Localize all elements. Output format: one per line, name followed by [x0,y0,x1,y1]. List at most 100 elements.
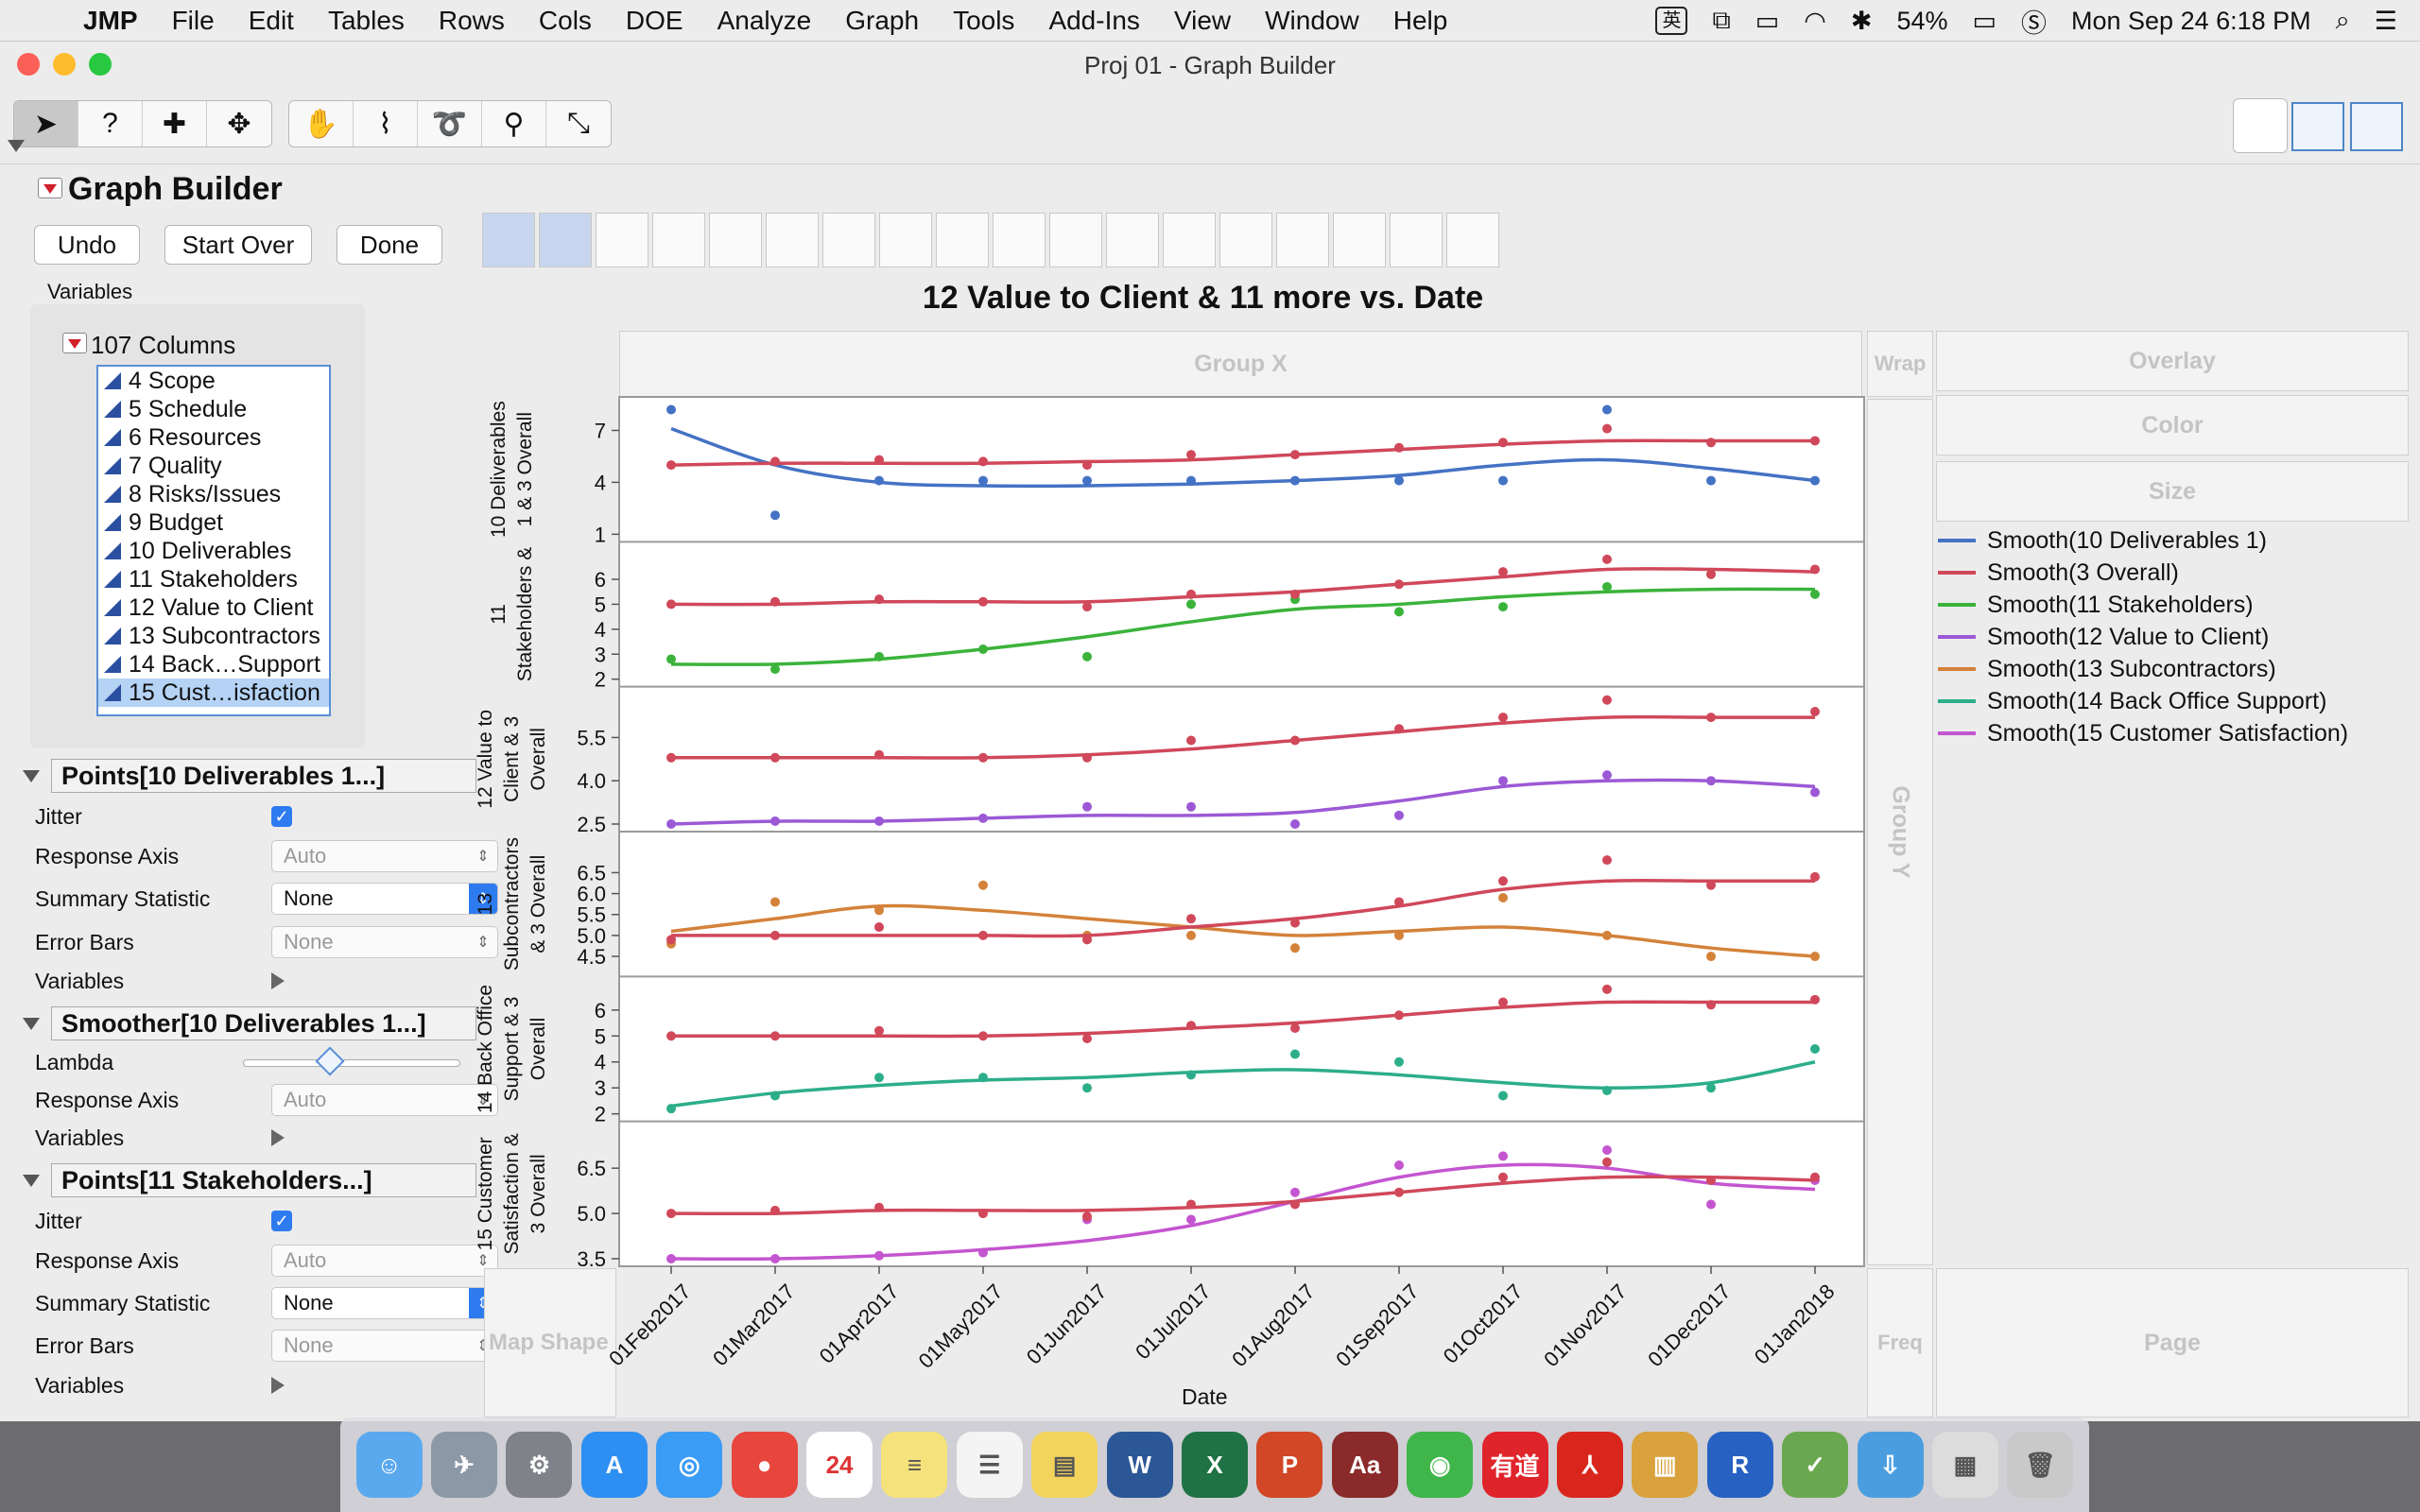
brush-tool-icon[interactable]: ⌇ [354,101,418,146]
legend-item[interactable]: Smooth(3 Overall) [1938,557,2348,589]
smoother-section-header[interactable]: Smoother[10 Deliverables 1...] [23,1005,476,1041]
expand-variables-icon[interactable] [271,972,285,989]
points1-section-header[interactable]: Points[10 Deliverables 1...] [23,758,476,794]
page-zone[interactable]: Page [1936,1268,2409,1418]
overlay-zone[interactable]: Overlay [1936,331,2409,391]
wechat-icon[interactable]: ◉ [1407,1432,1474,1498]
list-item[interactable]: 14 Back…Support [98,650,329,679]
menu-file[interactable]: File [171,5,215,35]
freq-zone[interactable]: Freq [1867,1268,1933,1418]
menu-tools[interactable]: Tools [953,5,1015,35]
parallel-axes-element-icon[interactable] [1446,213,1499,267]
menu-edit[interactable]: Edit [248,5,294,35]
smoother-disclosure-icon[interactable] [23,1017,40,1030]
columns-red-triangle-icon[interactable] [62,333,87,353]
list-item[interactable]: 7 Quality [98,452,329,480]
legend-item[interactable]: Smooth(13 Subcontractors) [1938,653,2348,685]
documents-stack-icon[interactable]: ▦ [1931,1432,1998,1498]
downloads-folder-icon[interactable]: ⇩ [1857,1432,1924,1498]
spotlight-search-icon[interactable]: ⌕ [2335,6,2350,34]
wifi-icon[interactable]: ◠ [1804,6,1826,35]
menu-window[interactable]: Window [1265,5,1359,35]
undo-button[interactable]: Undo [34,225,140,265]
histogram-element-icon[interactable] [993,213,1046,267]
screen-mirror-icon[interactable]: ⧉ [1712,6,1731,34]
sync-app-icon[interactable]: Ⓢ [2021,9,2047,38]
list-item[interactable]: 12 Value to Client [98,593,329,622]
collapse-disclosure-icon[interactable] [8,140,25,152]
reminders-icon[interactable]: ☰ [956,1432,1023,1498]
notes-icon[interactable]: ≡ [881,1432,948,1498]
line-element-icon[interactable] [766,213,819,267]
legend-item[interactable]: Smooth(15 Customer Satisfaction) [1938,717,2348,749]
points1-response-axis-select[interactable]: Auto ⇕ [271,840,498,872]
list-item-selected[interactable]: 15 Cust…isfaction [98,679,329,707]
lambda-slider-track[interactable] [243,1059,460,1067]
list-item[interactable]: 5 Schedule [98,395,329,423]
done-button[interactable]: Done [337,225,442,265]
points1-summary-statistic-select[interactable]: None ⇕ [271,883,498,915]
smoother-response-axis-select[interactable]: Auto ⇕ [271,1084,498,1116]
scaler-tool-icon[interactable]: ⤡ [567,108,590,139]
menu-graph[interactable]: Graph [845,5,920,35]
area-element-icon[interactable] [879,213,932,267]
list-item[interactable]: 4 Scope [98,367,329,395]
list-item[interactable]: 11 Stakeholders [98,565,329,593]
menu-add-ins[interactable]: Add-Ins [1048,5,1140,35]
acrobat-icon[interactable]: ⅄ [1556,1432,1623,1498]
selection-tool-icon[interactable]: ✚ [143,101,207,146]
dictionary-icon[interactable]: Aa [1331,1432,1398,1498]
jmp-dock-icon[interactable]: ✓ [1782,1432,1849,1498]
points-element-icon[interactable] [482,213,535,267]
r-app-icon[interactable]: R [1706,1432,1773,1498]
formula-element-icon[interactable] [1333,213,1386,267]
start-over-button[interactable]: Start Over [164,225,312,265]
youdao-icon[interactable]: 有道 [1481,1432,1548,1498]
menu-app[interactable]: JMP [83,5,138,35]
size-zone[interactable]: Size [1936,461,2409,522]
list-item[interactable]: 13 Subcontractors [98,622,329,650]
column-list[interactable]: 4 Scope 5 Schedule 6 Resources 7 Quality… [96,365,331,716]
menu-tables[interactable]: Tables [327,5,405,35]
expand-variables-icon[interactable] [271,1129,285,1146]
excel-icon[interactable]: X [1181,1432,1248,1498]
ellipse-element-icon[interactable] [652,213,705,267]
caption-box-element-icon[interactable] [1276,213,1329,267]
menu-help[interactable]: Help [1392,5,1448,35]
layout-rows-icon[interactable] [2291,102,2344,151]
powerpoint-icon[interactable]: P [1256,1432,1323,1498]
zoom-window-button[interactable] [89,53,112,76]
archive-utility-icon[interactable]: ▥ [1632,1432,1699,1498]
help-tool-icon[interactable]: ? [78,101,143,146]
layout-columns-icon[interactable] [2350,102,2403,151]
legend-item[interactable]: Smooth(12 Value to Client) [1938,621,2348,653]
legend-item[interactable]: Smooth(10 Deliverables 1) [1938,524,2348,557]
list-item[interactable]: 9 Budget [98,508,329,537]
menu-rows[interactable]: Rows [438,5,505,35]
smoother-element-icon[interactable] [539,213,592,267]
map-shapes-element-icon[interactable] [1390,213,1443,267]
app-store-icon[interactable]: A [580,1432,648,1498]
points2-section-header[interactable]: Points[11 Stakeholders...] [23,1162,476,1198]
airplay-icon[interactable]: ▭ [1754,6,1780,35]
legend-item[interactable]: Smooth(14 Back Office Support) [1938,685,2348,717]
points1-jitter-checkbox[interactable]: ✓ [271,806,292,827]
treemap-element-icon[interactable] [1163,213,1216,267]
wrap-zone[interactable]: Wrap [1867,331,1933,397]
color-zone[interactable]: Color [1936,395,2409,455]
list-item[interactable]: 6 Resources [98,423,329,452]
word-icon[interactable]: W [1106,1432,1173,1498]
group-y-zone[interactable]: Group Y [1867,399,1933,1265]
notification-center-icon[interactable]: ☰ [2374,6,2397,35]
map-shape-zone[interactable]: Map Shape [484,1268,616,1418]
mosaic-element-icon[interactable] [1219,213,1272,267]
battery-percent[interactable]: 54% [1896,6,1948,35]
points2-disclosure-icon[interactable] [23,1174,40,1187]
input-method-icon[interactable]: 英 [1655,7,1688,35]
menu-cols[interactable]: Cols [538,5,592,35]
trash-icon[interactable]: 🗑 [2007,1432,2074,1498]
system-preferences-icon[interactable]: ⚙ [506,1432,573,1498]
jmp-home-icon[interactable] [2233,98,2288,153]
bluetooth-icon[interactable]: ✱ [1850,6,1873,35]
line-of-fit-element-icon[interactable] [596,213,648,267]
